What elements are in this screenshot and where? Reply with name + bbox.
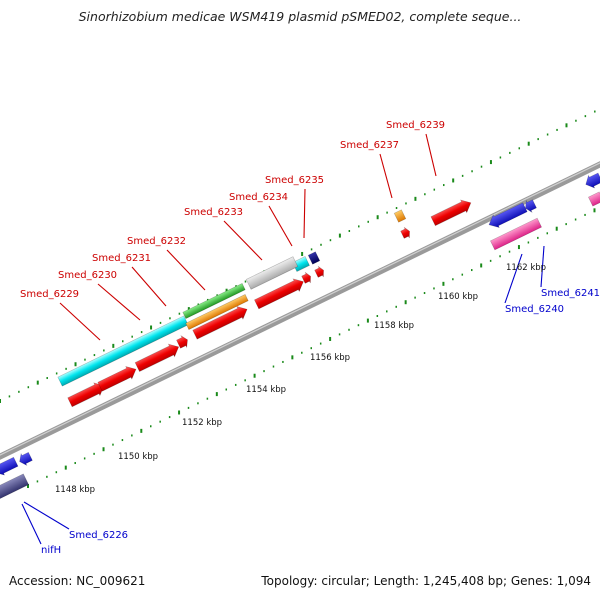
scale-label: 1152 kbp [182,418,222,428]
accession-text: Accession: NC_009621 [9,574,146,588]
scale-label: 1156 kbp [310,353,350,363]
feature-blue [585,172,600,189]
gene-label: Smed_6237 [340,140,399,151]
scale-label: 1148 kbp [55,485,95,495]
gene-label: Smed_6233 [184,207,243,218]
gene-label: nifH [41,545,61,556]
feature-red [97,365,137,392]
gene-label: Smed_6240 [505,304,564,315]
gene-label: Smed_6234 [229,192,288,203]
feature-blue [525,199,537,214]
gene-label: Smed_6229 [20,289,79,300]
feature-red [192,306,248,340]
feature-red [314,266,324,278]
feature-red [254,278,304,310]
feature-red [176,334,188,349]
topology-summary: Topology: circular; Length: 1,245,408 bp… [261,574,591,588]
map-title: Sinorhizobium medicae WSM419 plasmid pSM… [78,9,522,24]
gene-label: Smed_6231 [92,253,151,264]
gene-label: Smed_6235 [265,175,324,186]
feature-red [134,343,180,372]
feature-blue [0,456,19,476]
feature-red [430,199,472,227]
feature-red [400,227,410,239]
feature-gray [245,256,299,290]
feature-magenta [588,191,600,207]
tick-marks [0,110,596,488]
feature-blue [488,202,528,229]
scale-label: 1150 kbp [118,452,158,462]
feature-navy [307,251,321,265]
feature-slate [0,473,30,503]
plasmid-backbone [0,161,600,460]
scale-label: 1158 kbp [374,321,414,331]
feature-blue [19,451,33,467]
scale-label: 1162 kbp [506,263,546,273]
feature-orange [185,294,249,330]
gene-label: Smed_6226 [69,530,128,541]
scale-label: 1160 kbp [438,292,478,302]
feature-orange-small [393,209,407,223]
scale-label: 1154 kbp [246,385,286,395]
feature-red [301,272,311,284]
gene-label: Smed_6232 [127,236,186,247]
feature-cyan-small [292,256,310,272]
gene-label: Smed_6239 [386,120,445,131]
feature-magenta [490,217,542,251]
feature-green [182,283,246,319]
gene-label: Smed_6241 [541,288,600,299]
gene-label: Smed_6230 [58,270,117,281]
